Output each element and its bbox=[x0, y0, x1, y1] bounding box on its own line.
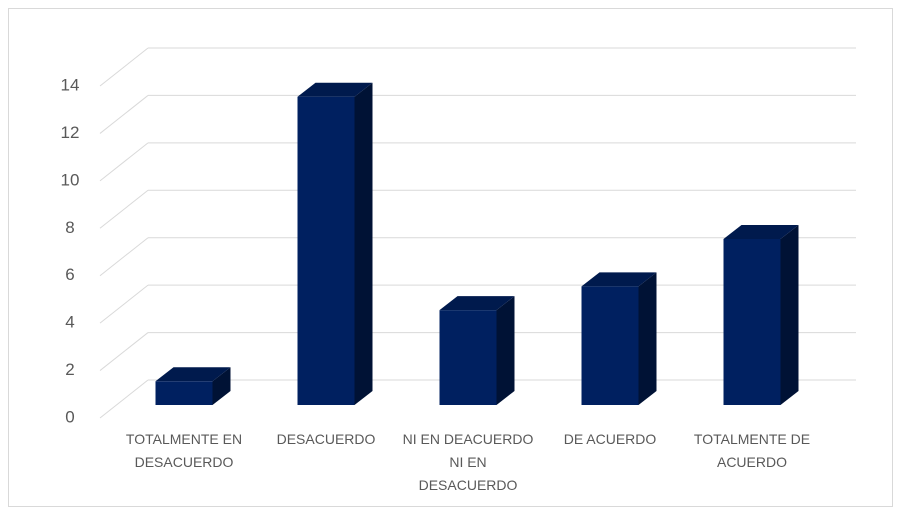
y-tick-label: 0 bbox=[65, 407, 74, 426]
bar-top bbox=[439, 296, 515, 311]
bar bbox=[581, 286, 639, 405]
y-tick-label: 4 bbox=[65, 313, 74, 332]
bar-top bbox=[155, 367, 231, 382]
grid-line-depth bbox=[99, 284, 149, 324]
bar bbox=[439, 310, 497, 405]
bar-top bbox=[297, 82, 373, 97]
bar-side bbox=[212, 367, 231, 405]
bar-top bbox=[581, 272, 657, 287]
grid-line-depth bbox=[99, 47, 149, 87]
y-tick-label: 6 bbox=[65, 265, 74, 284]
grid-line-depth bbox=[99, 95, 149, 134]
bar bbox=[297, 96, 355, 405]
bar bbox=[723, 239, 781, 405]
y-tick-label: 14 bbox=[61, 75, 80, 94]
chart-border bbox=[8, 8, 893, 507]
bar-side bbox=[354, 82, 373, 405]
bar-side bbox=[496, 296, 515, 405]
y-tick-label: 12 bbox=[61, 123, 80, 142]
y-tick-label: 2 bbox=[65, 360, 74, 379]
x-tick-label: DESACUERDO bbox=[276, 431, 376, 447]
grid-line-depth bbox=[99, 379, 149, 419]
bar-top bbox=[723, 225, 799, 239]
bar-side bbox=[780, 225, 799, 405]
x-tick-label: TOTALMENTE EN DESACUERDO bbox=[125, 431, 243, 470]
grid-line-depth bbox=[99, 189, 149, 229]
bar bbox=[155, 381, 213, 405]
bar-side bbox=[638, 272, 657, 405]
y-tick-label: 8 bbox=[65, 218, 74, 237]
grid-line-depth bbox=[99, 237, 149, 277]
x-tick-label: DE ACUERDO bbox=[563, 431, 657, 447]
grid-line-depth bbox=[99, 142, 149, 182]
y-tick-label: 10 bbox=[61, 170, 80, 189]
x-tick-label: TOTALMENTE DE ACUERDO bbox=[693, 431, 811, 470]
grid-line-depth bbox=[99, 332, 149, 371]
x-tick-label: NI EN DEACUERDO NI EN DESACUERDO bbox=[402, 431, 534, 493]
